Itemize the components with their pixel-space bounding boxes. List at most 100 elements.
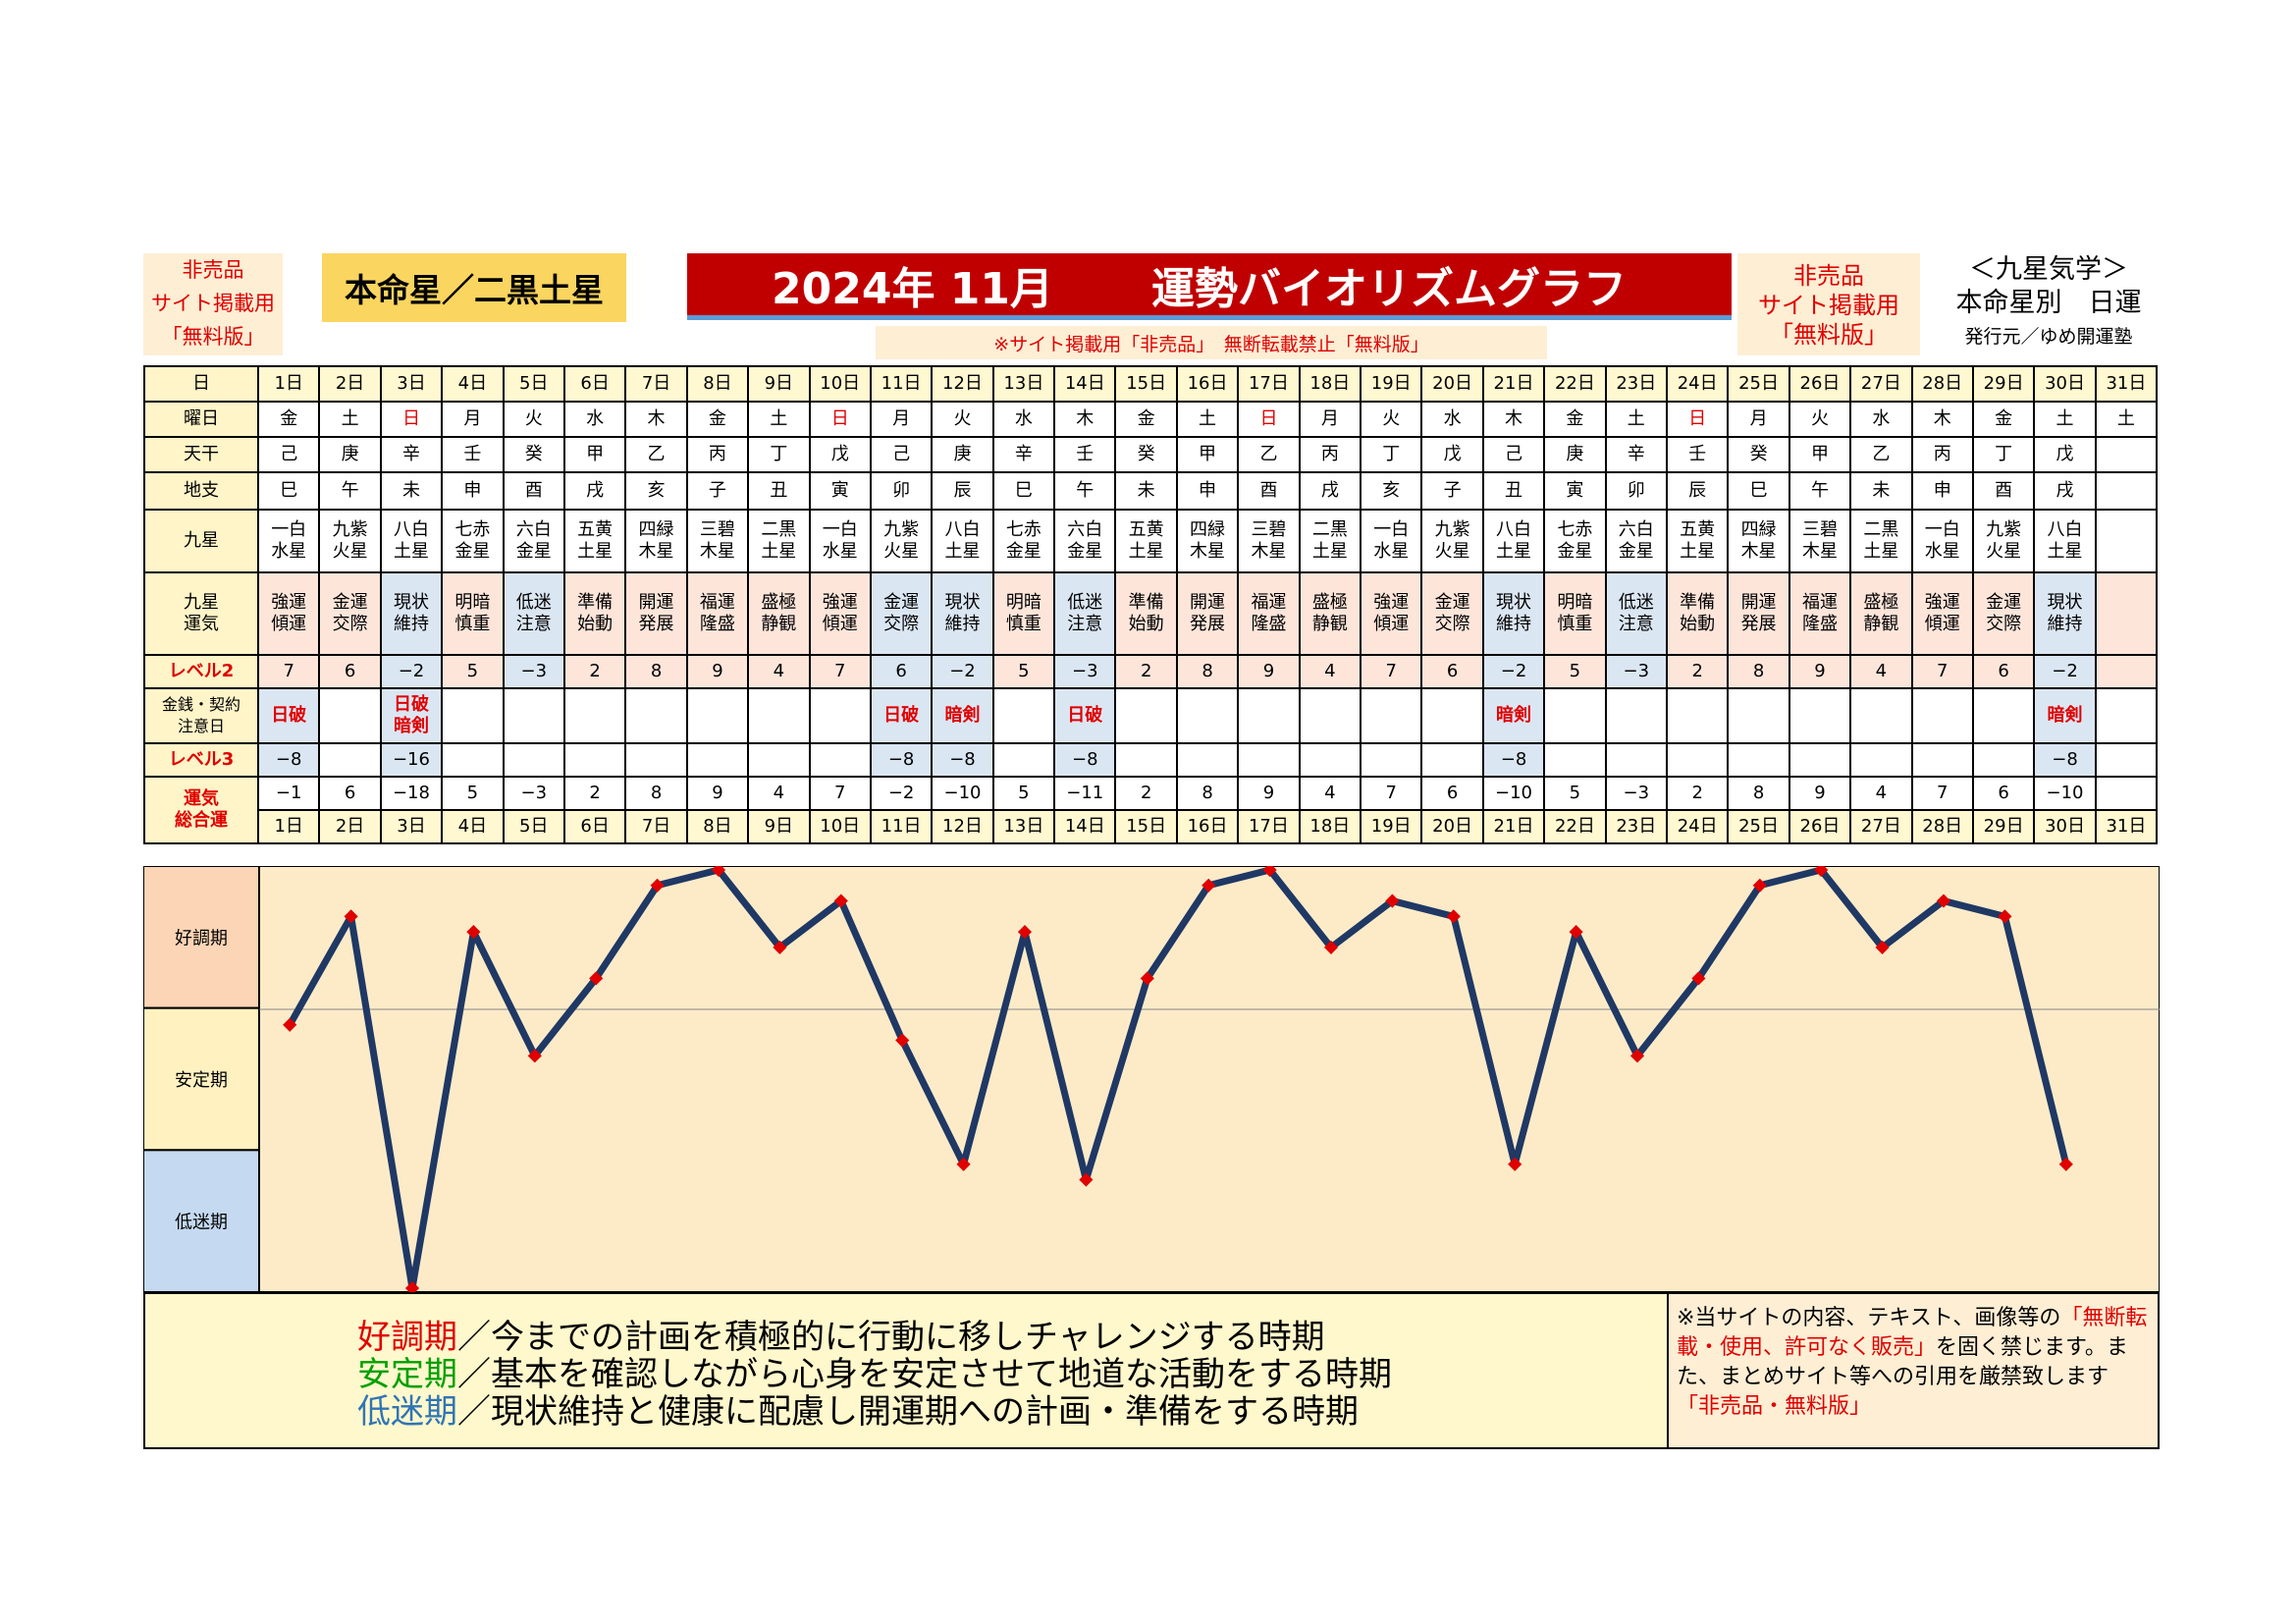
total-cell: −10 bbox=[2033, 776, 2097, 811]
day-cell: 1日 bbox=[256, 809, 321, 844]
day-cell: 24日 bbox=[1665, 365, 1730, 403]
level3-cell: −8 bbox=[256, 742, 321, 778]
weekdays-cell: 木 bbox=[1910, 401, 1974, 438]
row-label: 運気 総合運 bbox=[143, 776, 259, 844]
disclaimer-warning: 「無断転載・使用、許可なく販売」 bbox=[1677, 1306, 2148, 1360]
data-point bbox=[1385, 893, 1400, 908]
tenkan-cell: 庚 bbox=[931, 436, 994, 473]
level2-cell: 5 bbox=[991, 654, 1056, 689]
tenkan-cell: 戊 bbox=[1420, 436, 1484, 473]
period-band bbox=[143, 1149, 260, 1292]
caution-cell: 日破 bbox=[256, 687, 321, 744]
copyright-notice: ※サイト掲載用「非売品」 無断転載禁止「無料版」 bbox=[876, 326, 1547, 359]
day-cell: 16日 bbox=[1175, 365, 1240, 403]
unki-cell: 明暗 慎重 bbox=[441, 571, 505, 656]
period-label: 好調期 bbox=[175, 928, 228, 948]
day-cell: 16日 bbox=[1175, 809, 1240, 844]
unki-cell: 福運 隆盛 bbox=[1788, 571, 1852, 656]
kyusei-cell: 九紫 火星 bbox=[318, 509, 382, 573]
period-label: 安定期 bbox=[175, 1070, 228, 1091]
weekdays-cell: 水 bbox=[1420, 401, 1484, 438]
total-cell: 4 bbox=[1298, 776, 1362, 811]
badge-line: 非売品 bbox=[182, 258, 244, 282]
day-cell: 18日 bbox=[1298, 365, 1362, 403]
tenkan-cell: 乙 bbox=[624, 436, 688, 473]
unki-cell: 現状 維持 bbox=[379, 571, 444, 656]
kyusei-cell: 五黄 土星 bbox=[1114, 509, 1178, 573]
chishi-cell: 未 bbox=[1849, 471, 1913, 511]
weekdays-cell: 土 bbox=[318, 401, 382, 438]
kyusei-cell: 一白 水星 bbox=[1910, 509, 1974, 573]
table-row: 金銭・契約 注意日 日破 日破 暗剣 日破 暗剣 日破 暗剣 暗剣 bbox=[143, 687, 2159, 744]
unki-cell: 盛極 静観 bbox=[1849, 571, 1913, 656]
title-main: 運勢バイオリズムグラフ bbox=[1151, 263, 1628, 314]
total-cell: 7 bbox=[1360, 776, 1423, 811]
level3-cell bbox=[1971, 742, 2036, 778]
level2-cell: 7 bbox=[1360, 654, 1423, 689]
table-row: 九星 一白 水星 九紫 火星 八白 土星 七赤 金星 六白 金星 五黄 土星 四緑 木星 三碧 … bbox=[143, 509, 2159, 573]
chishi-cell: 酉 bbox=[502, 471, 565, 511]
level2-cell: −3 bbox=[1053, 654, 1117, 689]
day-cell: 5日 bbox=[502, 809, 565, 844]
unki-cell: 明暗 慎重 bbox=[1543, 571, 1607, 656]
level2-cell: −2 bbox=[931, 654, 994, 689]
chishi-cell: 申 bbox=[441, 471, 505, 511]
kyusei-cell: 三碧 木星 bbox=[685, 509, 750, 573]
unki-cell: 開運 発展 bbox=[624, 571, 688, 656]
day-cell: 28日 bbox=[1910, 809, 1974, 844]
day-cell: 19日 bbox=[1360, 365, 1423, 403]
day-cell: 8日 bbox=[685, 809, 750, 844]
level3-cell bbox=[1298, 742, 1362, 778]
chishi-cell: 寅 bbox=[808, 471, 872, 511]
total-cell: −11 bbox=[1053, 776, 1117, 811]
tenkan-cell: 丙 bbox=[685, 436, 750, 473]
tenkan-cell: 己 bbox=[256, 436, 321, 473]
table-row: レベル3 −8 −16 −8 −8 −8 −8 −8 bbox=[143, 742, 2159, 778]
day-cell: 9日 bbox=[747, 809, 811, 844]
caution-cell bbox=[1237, 687, 1301, 744]
day-cell: 6日 bbox=[562, 365, 627, 403]
brand-line: ＜九星気学＞ bbox=[1969, 254, 2128, 285]
total-cell: −1 bbox=[256, 776, 321, 811]
day-cell: 20日 bbox=[1420, 809, 1484, 844]
disclaimer-text: ※当サイトの内容、テキスト、画像等の bbox=[1677, 1306, 2061, 1330]
day-cell: 12日 bbox=[931, 365, 994, 403]
weekdays-cell: 水 bbox=[562, 401, 627, 438]
day-cell: 2日 bbox=[318, 809, 382, 844]
tenkan-cell: 丁 bbox=[747, 436, 811, 473]
level3-cell bbox=[562, 742, 627, 778]
data-point bbox=[833, 893, 848, 908]
weekdays-cell: 月 bbox=[1727, 401, 1790, 438]
total-cell: 2 bbox=[562, 776, 627, 811]
caution-cell bbox=[1420, 687, 1484, 744]
day-cell: 7日 bbox=[624, 365, 688, 403]
caution-cell bbox=[1910, 687, 1974, 744]
day-cell: 15日 bbox=[1114, 809, 1178, 844]
level3-cell bbox=[808, 742, 872, 778]
chishi-cell: 酉 bbox=[1971, 471, 2036, 511]
badge-line: 「無料版」 bbox=[161, 325, 265, 349]
day-cell: 12日 bbox=[931, 809, 994, 844]
chishi-cell: 子 bbox=[685, 471, 750, 511]
tenkan-cell: 甲 bbox=[1788, 436, 1852, 473]
badge-line: サイト掲載用 bbox=[1758, 292, 1899, 319]
caution-cell bbox=[624, 687, 688, 744]
row-label: 曜日 bbox=[143, 401, 259, 438]
weekdays-cell: 木 bbox=[624, 401, 688, 438]
weekdays-cell: 火 bbox=[931, 401, 994, 438]
day-cell: 23日 bbox=[1604, 365, 1668, 403]
table-row: 運気 総合運 −1 6 −18 5 −3 2 8 9 4 7 −2 −10 5 −11 2 8 9 4 7 6 −10 5−… bbox=[143, 776, 2159, 844]
caution-cell: 暗剣 bbox=[931, 687, 994, 744]
legend-low-text: ／現状維持と健康に配慮し開運期への計画・準備をする時期 bbox=[457, 1392, 1359, 1432]
badge-line: 非売品 bbox=[1793, 262, 1864, 290]
day-cell: 13日 bbox=[991, 365, 1056, 403]
total-cell: 5 bbox=[441, 776, 505, 811]
table-row: 天干己庚辛壬癸甲乙丙丁戊己庚辛壬癸甲乙丙丁戊己庚辛壬癸甲乙丙丁戊 bbox=[143, 436, 2159, 473]
title-month: 2024年 11月 bbox=[772, 263, 1054, 314]
kyusei-cell: 六白 金星 bbox=[1053, 509, 1117, 573]
tenkan-cell bbox=[2094, 436, 2159, 473]
level3-cell bbox=[991, 742, 1056, 778]
day-cell: 25日 bbox=[1727, 809, 1790, 844]
day-cell: 18日 bbox=[1298, 809, 1362, 844]
unki-cell: 低迷 注意 bbox=[1053, 571, 1117, 656]
